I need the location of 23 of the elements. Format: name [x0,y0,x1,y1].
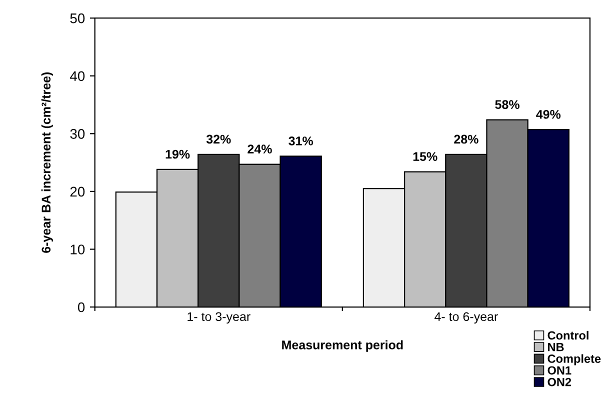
legend-label: ON1 [548,366,572,375]
annotation: 49% [536,110,561,119]
y-tick-label: 10 [70,244,85,254]
legend-label: NB [548,343,564,352]
annotation: 31% [288,136,314,146]
legend-label: Complete [548,354,601,366]
y-tick-label: 20 [70,186,85,197]
y-axis-title: 6-year BA increment (cm²/tree) [41,72,54,253]
legend-label: ON2 [548,378,572,386]
annotation: 58% [495,100,520,109]
y-tick-label: 0 [78,302,85,312]
y-tick-label: 40 [70,71,85,82]
x-tick-label: 4- to 6-year [434,312,498,324]
annotation: 24% [248,144,272,154]
legend-label: Control [548,330,588,340]
annotation: 15% [413,152,438,161]
y-tick-label: 30 [70,128,85,139]
annotation: 32% [206,134,231,144]
x-tick-label: 1- to 3-year [188,312,250,324]
annotation: 28% [454,134,478,144]
x-axis-title: Measurement period [282,340,403,352]
annotation: 19% [166,150,190,159]
y-tick-label: 50 [70,13,85,24]
